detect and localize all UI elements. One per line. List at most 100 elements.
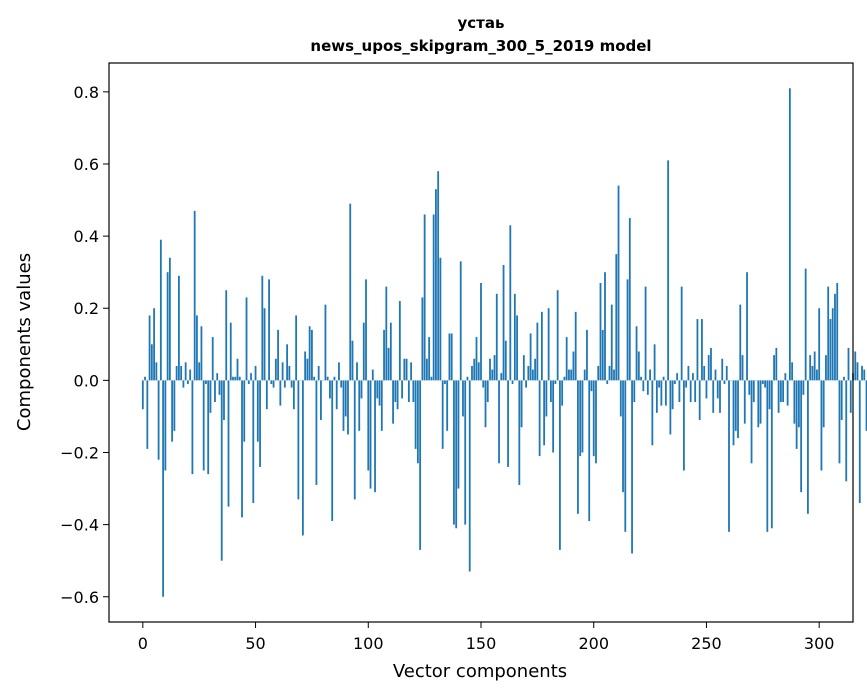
bar-141 <box>459 261 462 381</box>
bar-243 <box>689 380 692 403</box>
bar-9 <box>162 380 165 597</box>
bar-37 <box>225 290 228 381</box>
bar-309 <box>838 380 841 464</box>
bar-149 <box>477 362 480 381</box>
bar-101 <box>369 380 372 489</box>
bar-199 <box>590 380 593 392</box>
bar-268 <box>746 272 748 381</box>
bar-231 <box>662 376 665 381</box>
bar-4 <box>150 344 153 381</box>
bar-318 <box>858 380 861 503</box>
bar-115 <box>401 380 403 399</box>
bar-50 <box>254 365 257 381</box>
bar-244 <box>692 373 694 381</box>
bar-143 <box>464 380 467 525</box>
bar-75 <box>311 329 313 381</box>
y-tick-label: 0.8 <box>74 83 99 102</box>
bar-97 <box>360 380 363 399</box>
bar-106 <box>380 380 383 431</box>
bar-34 <box>218 380 221 395</box>
bar-279 <box>770 380 773 529</box>
bar-183 <box>554 380 557 384</box>
bar-308 <box>836 282 839 381</box>
y-tick-label: −0.2 <box>60 443 99 462</box>
bar-94 <box>353 380 356 500</box>
bar-164 <box>511 380 514 384</box>
bar-53 <box>261 275 264 381</box>
bar-56 <box>268 279 270 381</box>
bar-240 <box>683 380 685 471</box>
bar-148 <box>475 337 478 381</box>
x-ticks-group: 0 50 100 150 200 250 300 <box>138 622 834 653</box>
bar-86 <box>335 380 338 410</box>
chart-title-line1: устаь <box>458 14 505 32</box>
bar-65 <box>288 365 291 381</box>
bar-102 <box>371 369 374 381</box>
bar-66 <box>290 380 293 388</box>
bar-186 <box>561 380 564 406</box>
bar-226 <box>651 380 654 446</box>
bar-71 <box>301 380 304 536</box>
bar-28 <box>205 380 207 384</box>
bar-44 <box>241 380 243 518</box>
bar-43 <box>238 376 241 381</box>
bar-237 <box>676 373 679 381</box>
bar-222 <box>642 380 645 392</box>
bar-51 <box>256 380 259 442</box>
bar-220 <box>637 351 640 381</box>
bar-150 <box>480 282 482 381</box>
bar-219 <box>635 326 638 381</box>
bar-117 <box>405 358 408 381</box>
bar-305 <box>829 319 832 381</box>
bar-275 <box>761 380 764 384</box>
bar-302 <box>822 380 825 428</box>
bar-258 <box>723 380 726 384</box>
bar-264 <box>737 380 739 439</box>
bar-142 <box>462 380 464 417</box>
bar-38 <box>227 380 230 507</box>
bar-216 <box>628 218 631 381</box>
bar-296 <box>809 355 812 381</box>
y-tick-label: −0.6 <box>60 588 99 607</box>
bar-259 <box>725 365 728 381</box>
bar-266 <box>741 355 744 381</box>
bar-294 <box>804 268 807 381</box>
bar-251 <box>707 355 710 381</box>
bar-63 <box>283 380 286 388</box>
bar-161 <box>504 340 507 381</box>
bar-20 <box>187 380 189 384</box>
bar-289 <box>793 380 796 424</box>
bar-248 <box>701 319 703 381</box>
bar-46 <box>245 297 248 381</box>
bar-133 <box>441 380 444 449</box>
bar-185 <box>559 380 561 550</box>
x-tick-label: 50 <box>245 634 265 653</box>
x-axis-label: Vector components <box>393 661 567 682</box>
bar-74 <box>308 326 311 381</box>
bar-287 <box>788 88 791 381</box>
x-tick-label: 150 <box>466 634 497 653</box>
bar-285 <box>784 373 787 381</box>
bar-180 <box>547 308 550 381</box>
bar-139 <box>455 380 458 529</box>
bar-2 <box>146 380 149 449</box>
bar-138 <box>453 380 455 525</box>
bar-255 <box>716 380 719 399</box>
bar-154 <box>489 358 491 381</box>
bar-121 <box>414 380 417 449</box>
bar-112 <box>394 380 397 403</box>
bar-68 <box>295 315 298 381</box>
y-tick-label: 0.6 <box>74 155 99 174</box>
bar-246 <box>696 319 699 381</box>
bar-19 <box>184 362 187 381</box>
bar-145 <box>468 380 471 572</box>
bar-90 <box>344 380 347 417</box>
bar-111 <box>392 380 394 424</box>
x-tick-label: 250 <box>691 634 722 653</box>
bar-55 <box>265 380 268 410</box>
bar-274 <box>759 380 762 424</box>
bar-232 <box>664 380 667 406</box>
bar-233 <box>667 160 670 381</box>
bar-191 <box>572 351 575 381</box>
